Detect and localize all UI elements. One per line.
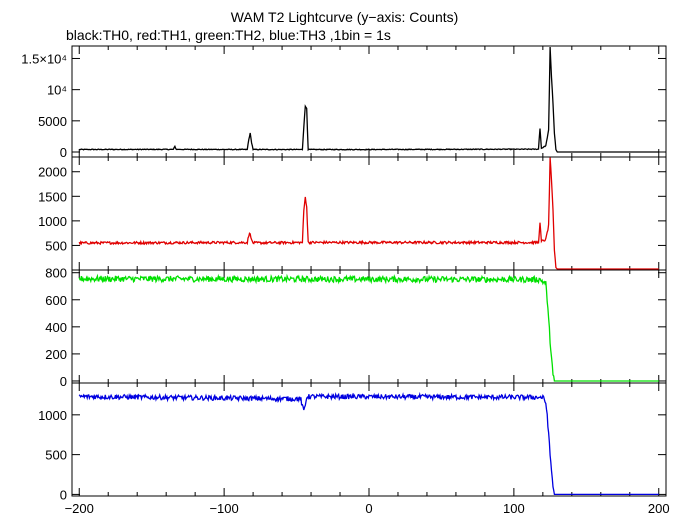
y-tick-label: 0 <box>60 374 67 389</box>
panel-frame-th0 <box>71 45 667 158</box>
y-tick-label: 600 <box>45 293 67 308</box>
y-tick-label: 10⁴ <box>47 83 67 98</box>
x-tick-label: −100 <box>209 501 238 515</box>
series-line-th0 <box>78 46 659 153</box>
y-tick-label: 200 <box>45 347 67 362</box>
y-tick-label: 1500 <box>38 189 67 204</box>
chart-title: WAM T2 Lightcurve (y−axis: Counts) <box>230 9 459 25</box>
series-line-th3 <box>78 391 659 496</box>
y-tick-label: 1000 <box>38 408 67 423</box>
chart-subtitle: black:TH0, red:TH1, green:TH2, blue:TH3 … <box>66 27 391 43</box>
y-tick-label: 0 <box>60 487 67 502</box>
panel-frame-th2 <box>71 269 667 384</box>
y-tick-label: 2000 <box>38 165 67 180</box>
y-tick-label: 1000 <box>38 214 67 229</box>
y-tick-label: 500 <box>45 448 67 463</box>
y-tick-label: 0 <box>60 145 67 160</box>
series-line-th1 <box>78 157 659 270</box>
x-tick-label: −200 <box>65 501 94 515</box>
panel-frame-th1 <box>71 156 667 271</box>
x-tick-label: 100 <box>503 501 525 515</box>
series-line-th2 <box>78 273 659 382</box>
y-tick-label: 500 <box>45 238 67 253</box>
x-tick-label: 200 <box>648 501 670 515</box>
y-tick-label: 5000 <box>38 114 67 129</box>
x-tick-label: 0 <box>365 501 372 515</box>
y-tick-label: 1.5×10⁴ <box>21 51 67 66</box>
y-tick-label: 800 <box>45 266 67 281</box>
y-tick-label: 400 <box>45 320 67 335</box>
